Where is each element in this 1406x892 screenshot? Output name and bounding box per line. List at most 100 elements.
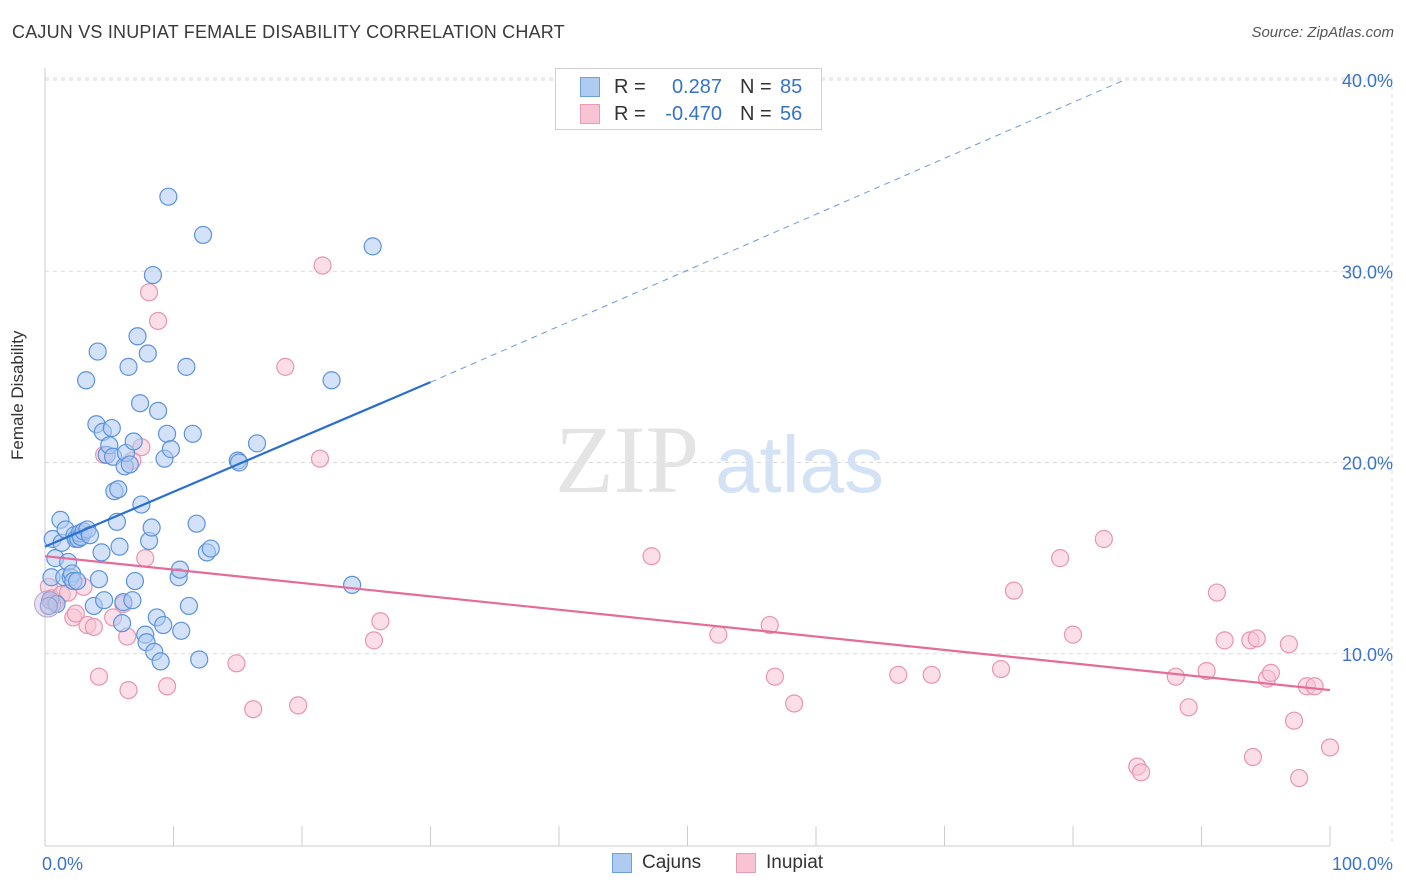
cajun-trend-extension [430,79,1125,383]
inupiat-point [1207,583,1227,602]
legend-item-inupiat[interactable]: Inupiat [736,852,823,874]
inupiat-point [1305,677,1324,696]
cajun-point [179,596,199,616]
y-tick-label: 10.0% [1342,645,1393,665]
cajun-point [68,571,87,591]
cajun-point [177,357,196,376]
inupiat-point [1284,711,1304,730]
cajun-point [39,596,58,616]
y-tick-label: 40.0% [1342,71,1393,91]
cajun-point [343,575,362,595]
series-legend: Cajuns Inupiat [0,852,1406,878]
legend-item-cajuns[interactable]: Cajuns [612,852,701,874]
cajun-point [102,418,121,438]
legend-label-inupiat: Inupiat [766,852,824,873]
inupiat-point [1166,667,1185,686]
cajun-point [172,621,191,640]
inupiat-point [89,667,109,686]
r-value: 0.287 [671,75,722,98]
inupiat-point [1179,698,1198,717]
inupiat-point [364,631,384,650]
inupiat-point [889,665,908,684]
inupiat-point [136,549,155,568]
cajun-point [148,401,168,420]
cajun-point [247,434,267,453]
cajun-point [193,225,213,245]
cajun-point [89,570,109,589]
n-value: 85 [780,75,803,98]
y-axis-label: Female Disability [8,330,27,460]
cajun-point [157,424,177,443]
inupiat-swatch [736,853,756,873]
cajun-point [154,615,173,635]
inupiat-point [1063,625,1083,644]
inupiat-point [148,311,168,331]
cajun-point [92,543,111,562]
inupiat-point [139,283,159,302]
cajun-point [112,614,132,633]
axes [44,68,1331,847]
cajun-point [159,187,178,206]
inupiat-point [765,667,784,686]
cajun-point [143,265,163,285]
inupiat-point [1004,581,1023,600]
inupiat-point [84,617,103,637]
tick-labels: 10.0% 20.0% 30.0% 40.0% 0.0% 100.0% [42,71,1393,874]
inupiat-point [1320,738,1340,757]
chart-title: CAJUN VS INUPIAT FEMALE DISABILITY CORRE… [12,22,565,42]
legend-row-inupiat: R = -0.470 N = 56 [556,101,802,127]
cajun-point [110,537,129,556]
cluster-point [34,590,62,618]
inupiat-point [157,677,177,696]
cajun-point [125,571,145,591]
legend-label-cajuns: Cajuns [642,852,702,873]
inupiat-point [922,665,941,684]
cajun-point [151,652,170,671]
inupiat-point [313,256,332,275]
n-label: N = [740,102,772,125]
cajun-point [363,237,382,256]
n-value: 56 [780,102,803,125]
inupiat-point [227,654,246,673]
cajun-point [128,327,147,346]
cajun-point [322,371,341,390]
r-label: R = [614,75,646,98]
inupiat-point [289,696,308,715]
inupiat-point [1215,631,1234,650]
inupiat-point [371,612,390,631]
y-tick-label: 30.0% [1342,262,1393,282]
inupiat-point [276,357,295,376]
inupiat-point [1243,747,1263,767]
y-tick-label: 20.0% [1342,454,1393,474]
inupiat-point [642,547,661,566]
cajun-point [123,591,142,610]
inupiat-point [760,615,779,635]
inupiat-point [310,449,330,468]
x-tick-label: 0.0% [42,854,83,874]
cajun-point [201,539,220,558]
cajun-point [138,344,157,363]
cajun-point [183,424,202,443]
cajun-swatch [580,77,600,97]
watermark-zip: ZIP [555,406,699,513]
cajun-swatch [612,853,632,873]
inupiat-trend-line [44,555,1331,692]
correlation-legend: R = 0.287 N = 85 R = -0.470 N = 56 [555,68,822,130]
inupiat-point [1094,529,1113,549]
r-value: -0.470 [665,102,722,125]
cajun-point [77,371,96,390]
inupiat-swatch [580,104,600,124]
cajun-point [119,357,138,376]
trend-lines [44,79,1331,692]
inupiat-points [39,256,1340,788]
cajun-point [120,455,139,474]
inupiat-point [1247,629,1266,648]
cajun-point [130,394,150,413]
cajun-point [95,591,114,610]
cajun-point [109,480,128,499]
source-label: Source: ZipAtlas.com [1251,24,1394,41]
inupiat-point [991,659,1011,679]
r-label: R = [614,102,646,125]
n-label: N = [740,75,772,98]
